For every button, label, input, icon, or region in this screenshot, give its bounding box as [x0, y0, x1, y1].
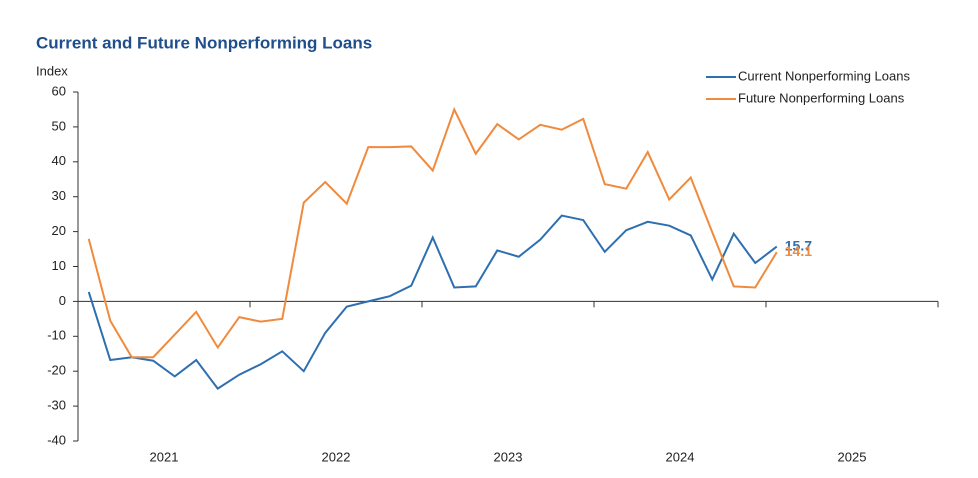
y-tick-label: 20	[52, 223, 66, 238]
x-tick-label: 2024	[666, 449, 695, 464]
y-tick-label: -30	[47, 398, 66, 413]
x-tick-label: 2025	[838, 449, 867, 464]
y-tick-label: 10	[52, 258, 66, 273]
x-tick-label: 2021	[150, 449, 179, 464]
y-tick-label: -20	[47, 363, 66, 378]
y-axis-label: Index	[36, 63, 68, 78]
series-line	[87, 106, 778, 359]
y-tick-label: 50	[52, 118, 66, 133]
legend-label: Future Nonperforming Loans	[738, 90, 905, 105]
y-tick-label: 30	[52, 188, 66, 203]
end-label: 14.1	[785, 243, 812, 259]
y-tick-label: -40	[47, 432, 66, 447]
y-tick-label: 60	[52, 83, 66, 98]
y-tick-label: 40	[52, 153, 66, 168]
y-tick-label: 0	[59, 293, 66, 308]
x-tick-label: 2022	[322, 449, 351, 464]
chart-title: Current and Future Nonperforming Loans	[36, 33, 372, 52]
x-tick-label: 2023	[494, 449, 523, 464]
y-tick-label: -10	[47, 328, 66, 343]
legend-label: Current Nonperforming Loans	[738, 68, 910, 83]
end-label: 15.7	[785, 237, 812, 253]
series-line	[87, 214, 778, 390]
